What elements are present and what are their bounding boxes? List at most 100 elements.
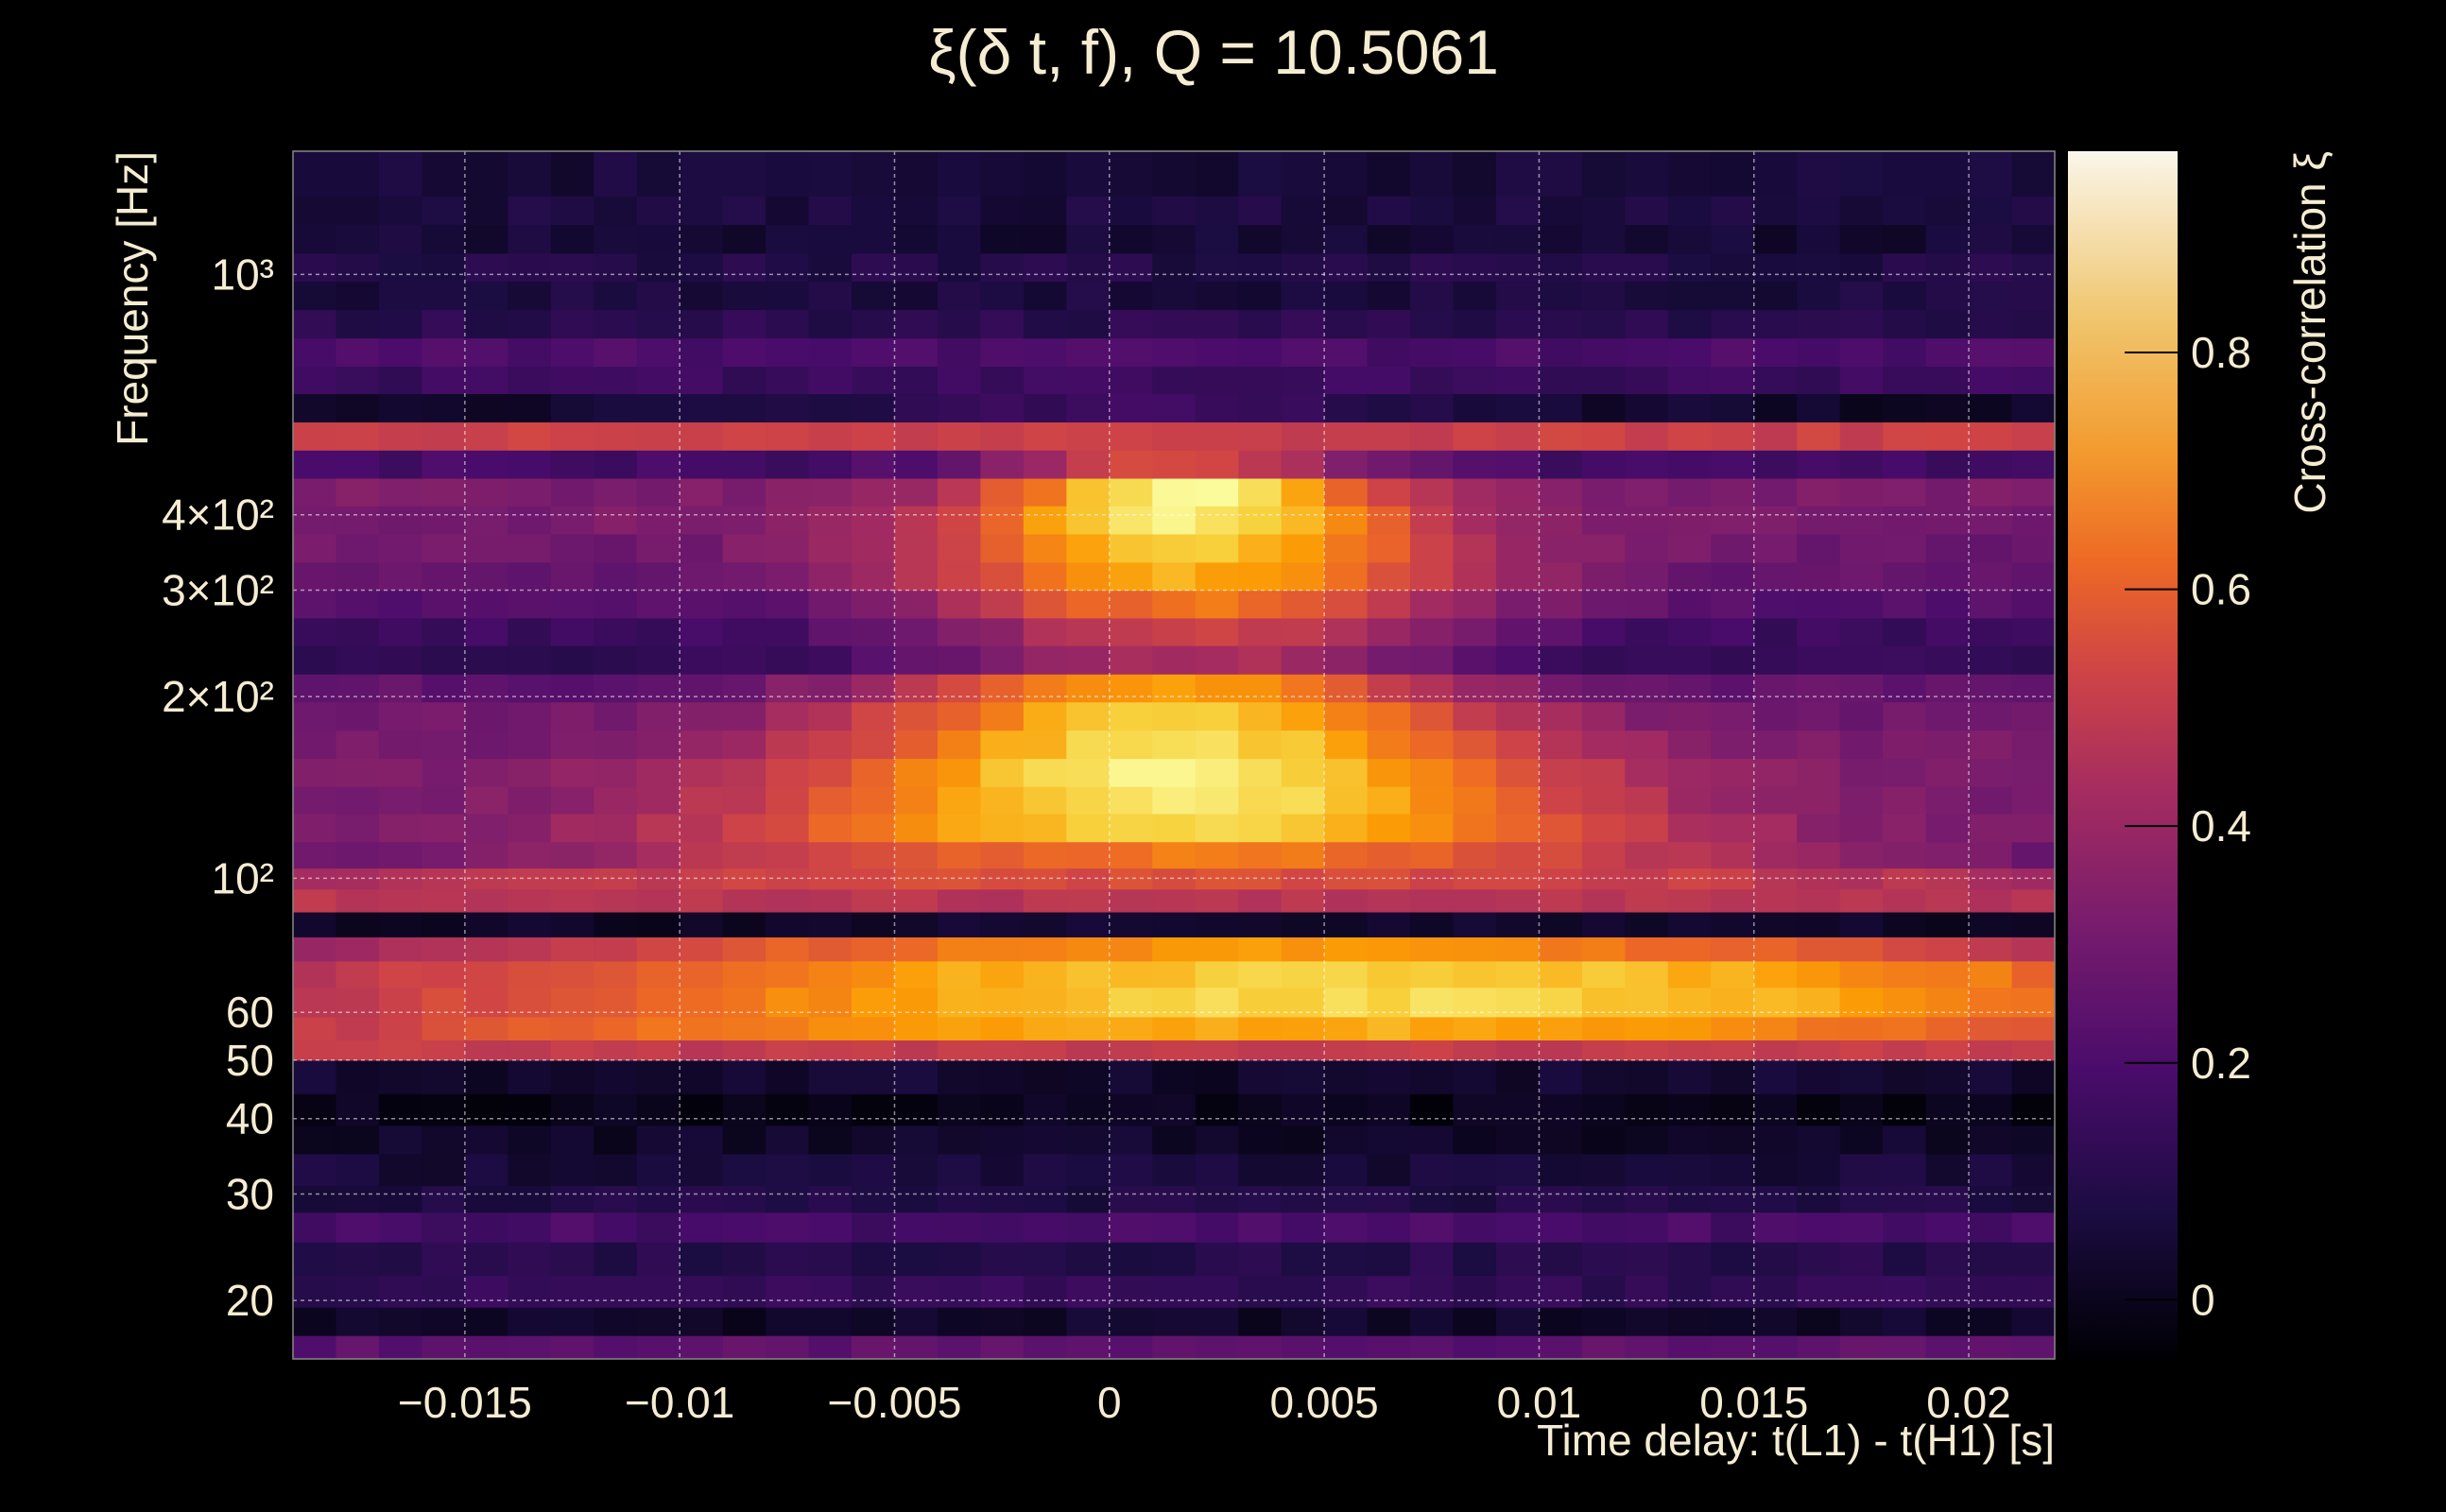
heatmap-cell <box>852 533 896 563</box>
heatmap-cell <box>636 1016 680 1041</box>
heatmap-cell <box>980 1335 1025 1360</box>
heatmap-cell <box>1883 1040 1927 1061</box>
heatmap-cell <box>1281 1335 1325 1360</box>
heatmap-cell <box>1797 151 1841 197</box>
heatmap-cell <box>1797 1307 1841 1336</box>
heatmap-cell <box>680 151 724 197</box>
heatmap-cell <box>1969 450 2013 479</box>
heatmap-cell <box>894 786 939 815</box>
heatmap-cell <box>766 1335 810 1360</box>
heatmap-cell <box>1066 674 1111 703</box>
heatmap-cell <box>1667 758 1712 787</box>
heatmap-cell <box>1883 421 1927 451</box>
heatmap-cell <box>378 337 422 368</box>
heatmap-cell <box>422 617 466 646</box>
heatmap-cell <box>594 841 638 869</box>
heatmap-cell <box>464 674 508 703</box>
heatmap-cell <box>1883 1093 1927 1126</box>
y-tick-label: 10³ <box>212 249 274 299</box>
heatmap-cell <box>766 730 810 760</box>
heatmap-cell <box>636 1093 680 1126</box>
heatmap-cell <box>1495 813 1541 843</box>
heatmap-cell <box>1410 1040 1455 1061</box>
heatmap-cell <box>937 506 982 535</box>
heatmap-cell <box>2011 888 2056 913</box>
heatmap-cell <box>1066 841 1111 869</box>
heatmap-cell <box>1925 196 1970 226</box>
heatmap-cell <box>464 450 508 479</box>
heatmap-cell <box>766 151 810 197</box>
heatmap-cell <box>1839 1275 1884 1308</box>
heatmap-cell <box>1581 533 1626 563</box>
heatmap-cell <box>852 506 896 535</box>
heatmap-cell <box>1925 151 1970 197</box>
heatmap-cell <box>550 533 594 563</box>
heatmap-cell <box>1152 477 1197 507</box>
heatmap-cell <box>722 617 767 646</box>
heatmap-cell <box>464 758 508 787</box>
heatmap-cell <box>1711 337 1755 368</box>
heatmap-cell <box>293 701 337 731</box>
heatmap-cell <box>937 1059 982 1094</box>
heatmap-cell <box>852 309 896 339</box>
heatmap-cell <box>1839 1125 1884 1155</box>
heatmap-cell <box>1969 813 2013 843</box>
heatmap-cell <box>1883 1275 1927 1308</box>
heatmap-cell <box>1109 786 1153 815</box>
heatmap-cell <box>293 309 337 339</box>
heatmap-cell <box>1839 506 1884 535</box>
heatmap-cell <box>636 1040 680 1061</box>
heatmap-cell <box>1152 1093 1197 1126</box>
heatmap-cell <box>336 1093 380 1126</box>
heatmap-cell <box>594 617 638 646</box>
heatmap-cell <box>722 1059 767 1094</box>
heatmap-cell <box>336 868 380 890</box>
heatmap-cell <box>1839 477 1884 507</box>
heatmap-cell <box>336 337 380 368</box>
heatmap-cell <box>1152 1185 1197 1213</box>
heatmap-cell <box>980 758 1025 787</box>
heatmap-cell <box>1969 936 2013 962</box>
heatmap-cell <box>1109 841 1153 869</box>
heatmap-cell <box>550 1059 594 1094</box>
heatmap-cell <box>1883 533 1927 563</box>
heatmap-cell <box>508 730 552 760</box>
heatmap-cell <box>550 1093 594 1126</box>
heatmap-cell <box>1925 506 1970 535</box>
heatmap-cell <box>336 196 380 226</box>
heatmap-cell <box>1753 1335 1798 1360</box>
heatmap-cell <box>378 151 422 197</box>
heatmap-cell <box>1539 450 1583 479</box>
heatmap-cell <box>1281 151 1325 197</box>
heatmap-cell <box>594 590 638 619</box>
heatmap-cell <box>2011 561 2056 592</box>
heatmap-cell <box>1367 1211 1411 1243</box>
heatmap-cell <box>766 960 810 988</box>
heatmap-cell <box>980 590 1025 619</box>
heatmap-cell <box>937 252 982 283</box>
heatmap-cell <box>1109 1040 1153 1061</box>
heatmap-cell <box>1925 421 1970 451</box>
heatmap-cell <box>594 1093 638 1126</box>
heatmap-cell <box>378 1040 422 1061</box>
heatmap-cell <box>1453 645 1497 675</box>
heatmap-cell <box>1839 151 1884 197</box>
heatmap-cell <box>808 366 853 395</box>
x-tick-label: 0.015 <box>1699 1378 1808 1427</box>
heatmap-cell <box>1152 987 1197 1018</box>
heatmap-cell <box>293 1153 337 1187</box>
colorbar-tick-label: 0.8 <box>2191 328 2251 377</box>
heatmap-cell <box>1581 936 1626 962</box>
heatmap-cell <box>894 758 939 787</box>
heatmap-cell <box>378 590 422 619</box>
heatmap-cell <box>1667 1016 1712 1041</box>
heatmap-cell <box>1195 786 1239 815</box>
heatmap-cell <box>1410 1307 1455 1336</box>
heatmap-cell <box>1367 1153 1411 1187</box>
heatmap-cell <box>1453 888 1497 913</box>
heatmap-cell <box>1839 1153 1884 1187</box>
heatmap-cell <box>2011 617 2056 646</box>
heatmap-cell <box>1195 151 1239 197</box>
heatmap-cell <box>550 337 594 368</box>
heatmap-cell <box>980 1093 1025 1126</box>
